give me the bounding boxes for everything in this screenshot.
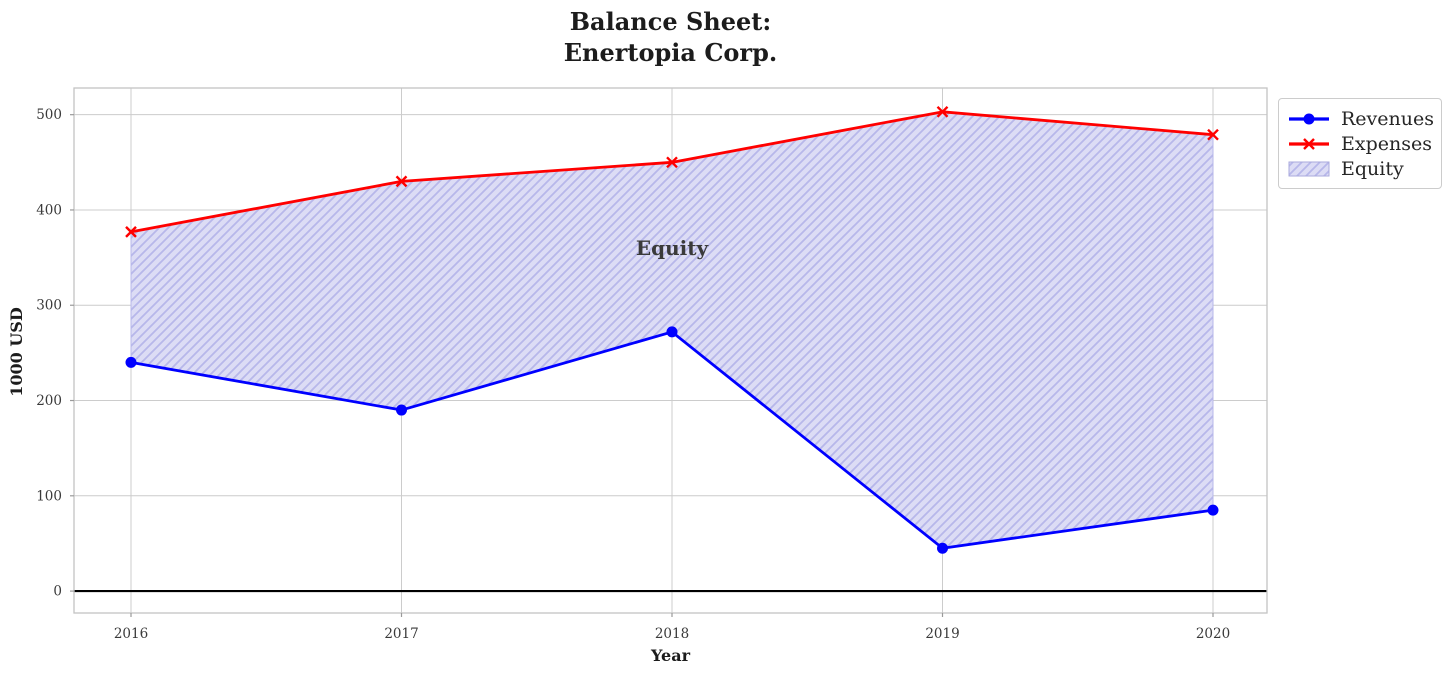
y-tick-label: 200 (36, 393, 62, 409)
revenues-marker (937, 542, 948, 554)
chart-title: Balance Sheet: Enertopia Corp. (74, 6, 1267, 68)
expenses-marker (395, 175, 408, 188)
chart-title-line1: Balance Sheet: (569, 7, 772, 36)
revenues-line-swatch (1289, 113, 1329, 124)
legend-label-equity: Equity (1341, 157, 1404, 180)
expenses-marker (936, 105, 949, 118)
revenues-marker (396, 404, 407, 416)
legend-item-expenses: Expenses (1287, 131, 1432, 156)
expenses-line-swatch (1289, 137, 1329, 150)
revenues-marker (1207, 504, 1219, 516)
equity-patch-swatch (1288, 161, 1330, 176)
revenues-marker (125, 356, 137, 368)
y-tick-label: 500 (36, 107, 62, 123)
revenues-marker (666, 326, 678, 338)
x-tick-label: 2020 (1196, 626, 1230, 642)
y-tick-label: 100 (36, 488, 62, 504)
legend-label-revenues: Revenues (1341, 107, 1434, 130)
x-axis-label: Year (650, 646, 690, 665)
expenses-marker (666, 156, 678, 169)
expenses-marker (1207, 128, 1219, 141)
legend-label-expenses: Expenses (1341, 132, 1432, 155)
chart-title-line2: Enertopia Corp. (563, 38, 778, 67)
legend-item-revenues: Revenues (1287, 106, 1434, 131)
equity-annotation: Equity (636, 236, 710, 260)
y-tick-label: 0 (53, 584, 62, 600)
y-tick-label: 300 (36, 298, 62, 314)
x-tick-label: 2016 (114, 626, 148, 642)
plot-border (73, 87, 1268, 614)
expenses-marker (125, 226, 137, 238)
x-tick-label: 2019 (925, 626, 959, 642)
legend-item-equity: Equity (1287, 156, 1431, 181)
legend: Revenues Expenses Equity (1278, 98, 1442, 189)
y-axis-label: 1000 USD (7, 307, 26, 397)
x-tick-label: 2017 (384, 626, 418, 642)
x-tick-label: 2018 (655, 626, 689, 642)
y-tick-label: 400 (36, 202, 62, 218)
